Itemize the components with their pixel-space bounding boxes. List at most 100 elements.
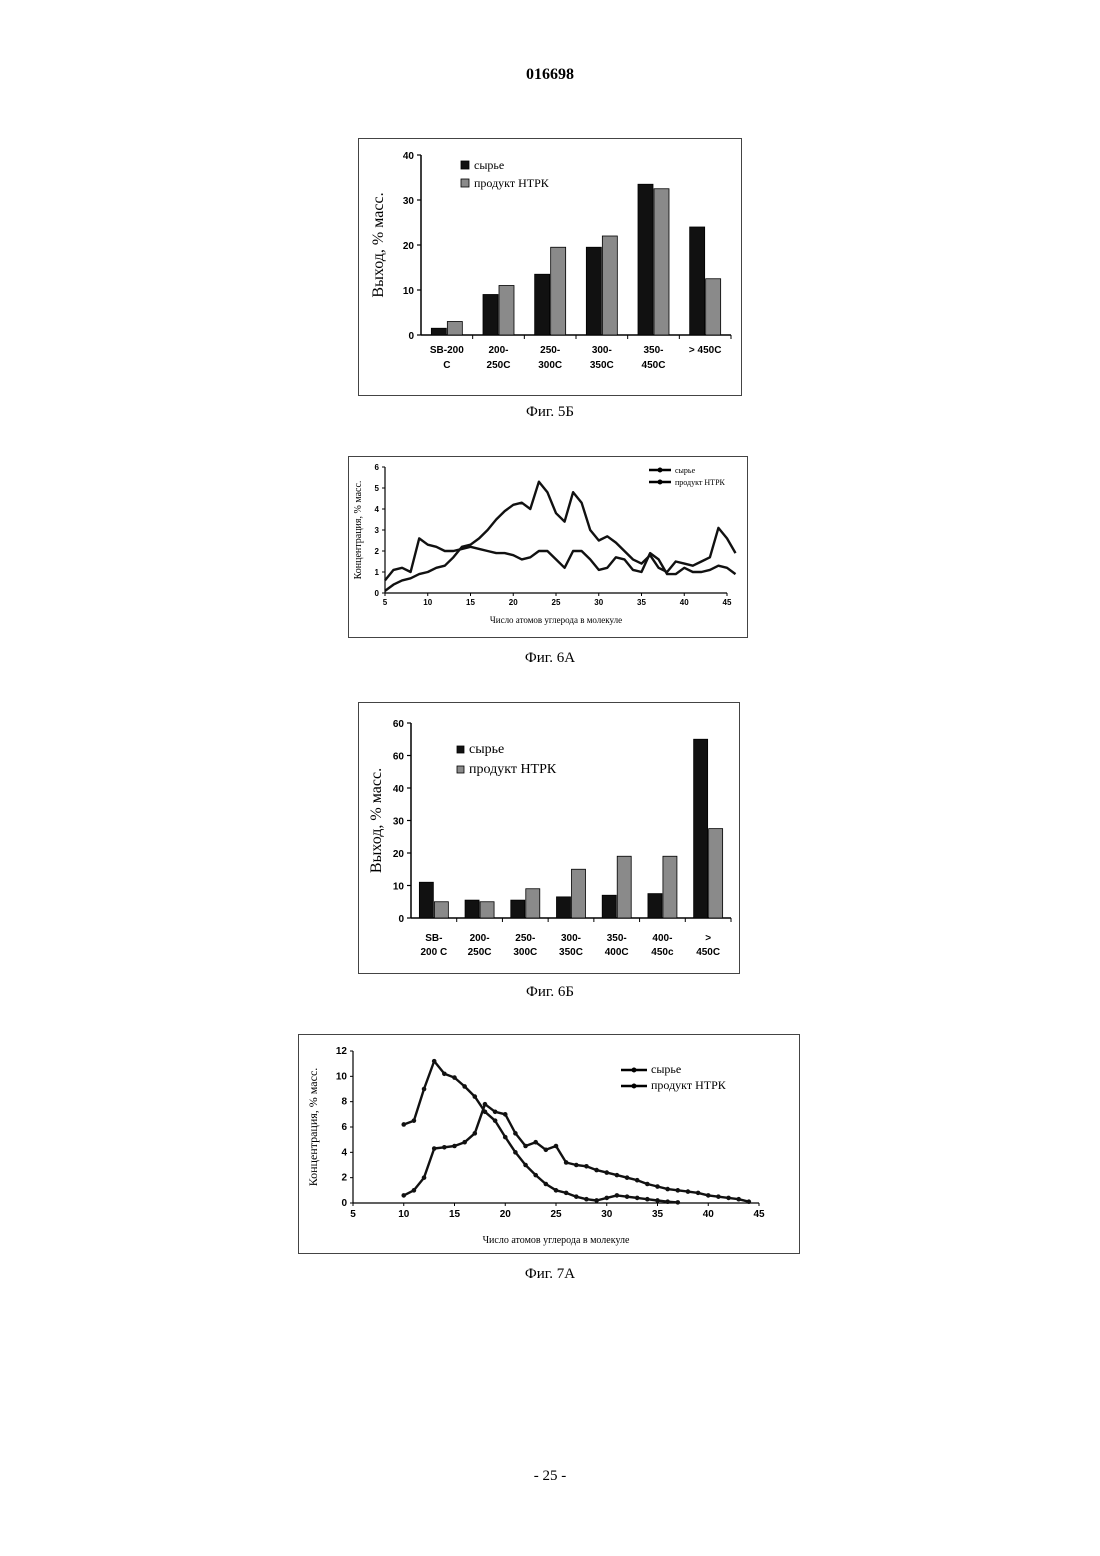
data-point [747,1199,752,1204]
legend-marker [658,480,663,485]
category-label-line2: 400C [605,947,629,958]
bar-product [551,247,566,335]
data-point [554,1188,559,1193]
data-point [574,1163,579,1168]
data-point [462,1084,467,1089]
data-point [422,1175,427,1180]
legend-label: продукт НТРК [651,1078,727,1092]
data-point [401,1193,406,1198]
data-point [564,1160,569,1165]
y-tick-label: 4 [375,505,380,514]
y-tick-label: 1 [375,568,380,577]
category-label-line2: 250C [468,947,492,958]
legend-swatch [457,766,464,773]
category-label-line1: 300- [592,345,612,356]
x-tick-label: 20 [509,598,518,607]
y-tick-label: 3 [375,526,380,535]
category-label-line2: 350C [559,947,583,958]
bar-raw [694,739,708,918]
bar-product [602,236,617,335]
data-point [533,1173,538,1178]
data-point [564,1191,569,1196]
data-point [716,1194,721,1199]
data-point [706,1193,711,1198]
x-axis-label: Число атомов углерода в молекуле [490,615,622,625]
data-point [432,1059,437,1064]
y-tick-label: 20 [403,241,415,252]
bar-product [434,902,448,918]
data-point [513,1150,518,1155]
legend-marker [632,1084,637,1089]
legend-label: сырье [469,742,504,757]
category-label-line2: 250C [487,360,511,371]
x-tick-label: 25 [550,1209,562,1220]
data-point [696,1191,701,1196]
category-label-line2: 450C [642,360,666,371]
caption-fig6a: Фиг. 6А [0,650,1100,667]
data-point [554,1144,559,1149]
x-tick-label: 10 [398,1209,410,1220]
legend-label: продукт НТРК [474,176,550,190]
caption-fig6b: Фиг. 6Б [0,984,1100,1001]
data-point [665,1187,670,1192]
data-point [462,1140,467,1145]
chart-fig6b-frame: 0102030406060Выход, % масс.SB-200 C200-2… [358,702,740,974]
bar-raw [511,900,525,918]
category-label-line1: > 450C [689,345,722,356]
chart-fig7a: 02468101251015202530354045Концентрация, … [299,1035,799,1253]
y-tick-label: 30 [403,196,415,207]
y-tick-label: 10 [393,882,405,893]
category-label-line1: SB- [425,933,442,944]
data-point [493,1110,498,1115]
data-point [686,1189,691,1194]
x-tick-label: 20 [500,1209,512,1220]
category-label-line2: 200 C [421,947,448,958]
y-axis-label: Выход, % масс. [370,192,387,297]
y-tick-label: 10 [336,1071,348,1082]
y-tick-label: 30 [393,817,405,828]
category-label-line2: 300C [538,360,562,371]
x-axis-label: Число атомов углерода в молекуле [483,1235,630,1246]
data-point [452,1144,457,1149]
data-point [442,1145,447,1150]
legend-swatch [461,179,469,187]
category-label-line1: SB-200 [430,345,464,356]
data-point [594,1198,599,1203]
category-label-line1: 200- [470,933,490,944]
data-point [503,1112,508,1117]
data-point [726,1196,731,1201]
x-tick-label: 30 [601,1209,613,1220]
legend-label: продукт НТРК [675,478,726,487]
x-tick-label: 45 [753,1209,765,1220]
category-label-line1: 250- [515,933,535,944]
x-tick-label: 40 [703,1209,715,1220]
bar-product [447,322,462,336]
legend-swatch [461,161,469,169]
data-point [604,1170,609,1175]
data-point [665,1199,670,1204]
data-point [736,1197,741,1202]
data-point [473,1094,478,1099]
category-label-line2: 300C [513,947,537,958]
series-line-raw [385,538,736,580]
y-tick-label: 60 [393,719,405,730]
category-label-line1: 200- [488,345,508,356]
chart-fig7a-frame: 02468101251015202530354045Концентрация, … [298,1034,800,1254]
bar-product [709,829,723,918]
y-axis-label: Концентрация, % масс. [353,481,364,580]
data-point [533,1140,538,1145]
legend-label: продукт НТРК [469,762,557,777]
data-point [625,1175,630,1180]
x-tick-label: 30 [594,598,603,607]
bar-raw [535,274,550,335]
data-point [676,1200,681,1205]
caption-fig7a: Фиг. 7А [0,1266,1100,1283]
bar-raw [483,295,498,336]
data-point [412,1188,417,1193]
category-label-line1: 350- [643,345,663,356]
legend-marker [658,468,663,473]
y-tick-label: 40 [403,151,415,162]
data-point [655,1198,660,1203]
data-point [544,1182,549,1187]
category-label-line2: 350C [590,360,614,371]
